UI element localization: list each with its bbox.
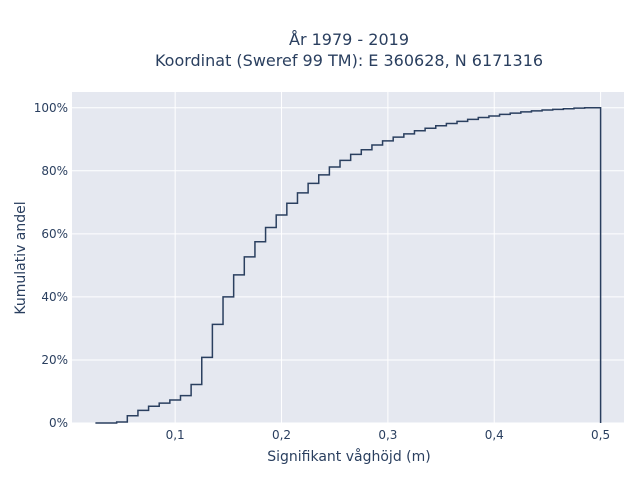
x-tick-label: 0,4: [485, 428, 504, 442]
x-tick-label: 0,5: [591, 428, 610, 442]
y-axis-label: Kumulativ andel: [13, 201, 29, 314]
x-tick-label: 0,1: [166, 428, 185, 442]
y-axis-ticks: 0% 20% 40% 60% 80% 100%: [34, 101, 68, 430]
y-tick-label: 20%: [41, 353, 68, 367]
chart-title-line2: Koordinat (Sweref 99 TM): E 360628, N 61…: [155, 51, 543, 70]
cdf-step-line: [95, 107, 602, 424]
y-tick-label: 80%: [41, 164, 68, 178]
chart-title-line1: År 1979 - 2019: [289, 30, 409, 49]
x-tick-label: 0,3: [378, 428, 397, 442]
x-axis-label: Signifikant våghöjd (m): [267, 448, 430, 465]
y-tick-label: 0%: [49, 416, 68, 430]
y-tick-label: 100%: [34, 101, 68, 115]
y-tick-label: 40%: [41, 290, 68, 304]
x-axis-ticks: 0,1 0,2 0,3 0,4 0,5: [166, 428, 611, 442]
y-tick-label: 60%: [41, 227, 68, 241]
plot-area: [72, 92, 624, 423]
x-tick-label: 0,2: [272, 428, 291, 442]
y-gridlines: [72, 107, 624, 424]
